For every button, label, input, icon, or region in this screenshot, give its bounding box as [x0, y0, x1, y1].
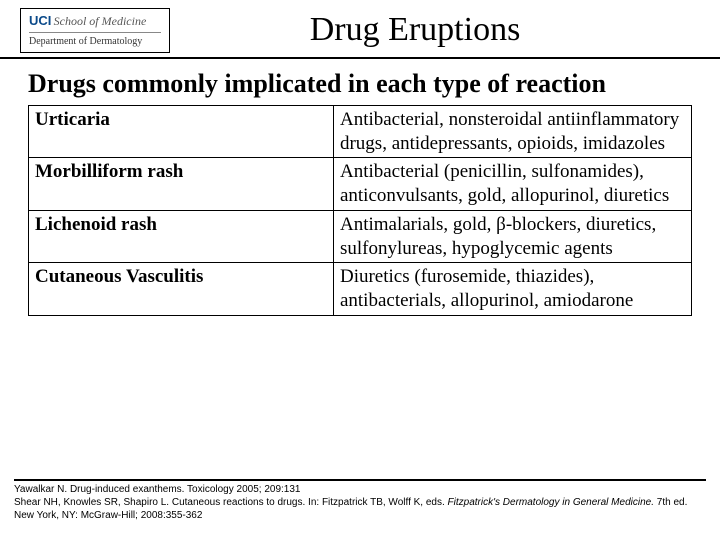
drug-list: Antibacterial, nonsteroidal antiinflamma… — [333, 105, 691, 158]
citation-line: Yawalkar N. Drug-induced exanthems. Toxi… — [14, 483, 706, 496]
reaction-table: Urticaria Antibacterial, nonsteroidal an… — [28, 105, 692, 316]
citation-italic: Fitzpatrick's Dermatology in General Med… — [448, 497, 654, 508]
citation-text: Shear NH, Knowles SR, Shapiro L. Cutaneo… — [14, 497, 448, 508]
citation-line: Shear NH, Knowles SR, Shapiro L. Cutaneo… — [14, 496, 706, 522]
table-row: Urticaria Antibacterial, nonsteroidal an… — [29, 105, 692, 158]
reaction-name: Urticaria — [29, 105, 334, 158]
reaction-name: Morbilliform rash — [29, 158, 334, 211]
drug-list: Antibacterial (penicillin, sulfonamides)… — [333, 158, 691, 211]
logo-som-text: School of Medicine — [54, 14, 147, 28]
drug-list: Antimalarials, gold, β-blockers, diureti… — [333, 210, 691, 263]
drug-list: Diuretics (furosemide, thiazides), antib… — [333, 263, 691, 316]
reaction-name: Lichenoid rash — [29, 210, 334, 263]
subtitle: Drugs commonly implicated in each type o… — [0, 59, 720, 105]
logo-uci-text: UCI — [29, 13, 51, 28]
table-row: Morbilliform rash Antibacterial (penicil… — [29, 158, 692, 211]
reaction-name: Cutaneous Vasculitis — [29, 263, 334, 316]
table-row: Lichenoid rash Antimalarials, gold, β-bl… — [29, 210, 692, 263]
table-row: Cutaneous Vasculitis Diuretics (furosemi… — [29, 263, 692, 316]
table-container: Urticaria Antibacterial, nonsteroidal an… — [0, 105, 720, 316]
logo-dept-text: Department of Dermatology — [29, 32, 161, 48]
page-title: Drug Eruptions — [170, 11, 700, 49]
header: UCI School of Medicine Department of Der… — [0, 0, 720, 59]
citation-text: Yawalkar N. Drug-induced exanthems. Toxi… — [14, 484, 300, 495]
citations: Yawalkar N. Drug-induced exanthems. Toxi… — [14, 479, 706, 522]
logo: UCI School of Medicine Department of Der… — [20, 8, 170, 53]
